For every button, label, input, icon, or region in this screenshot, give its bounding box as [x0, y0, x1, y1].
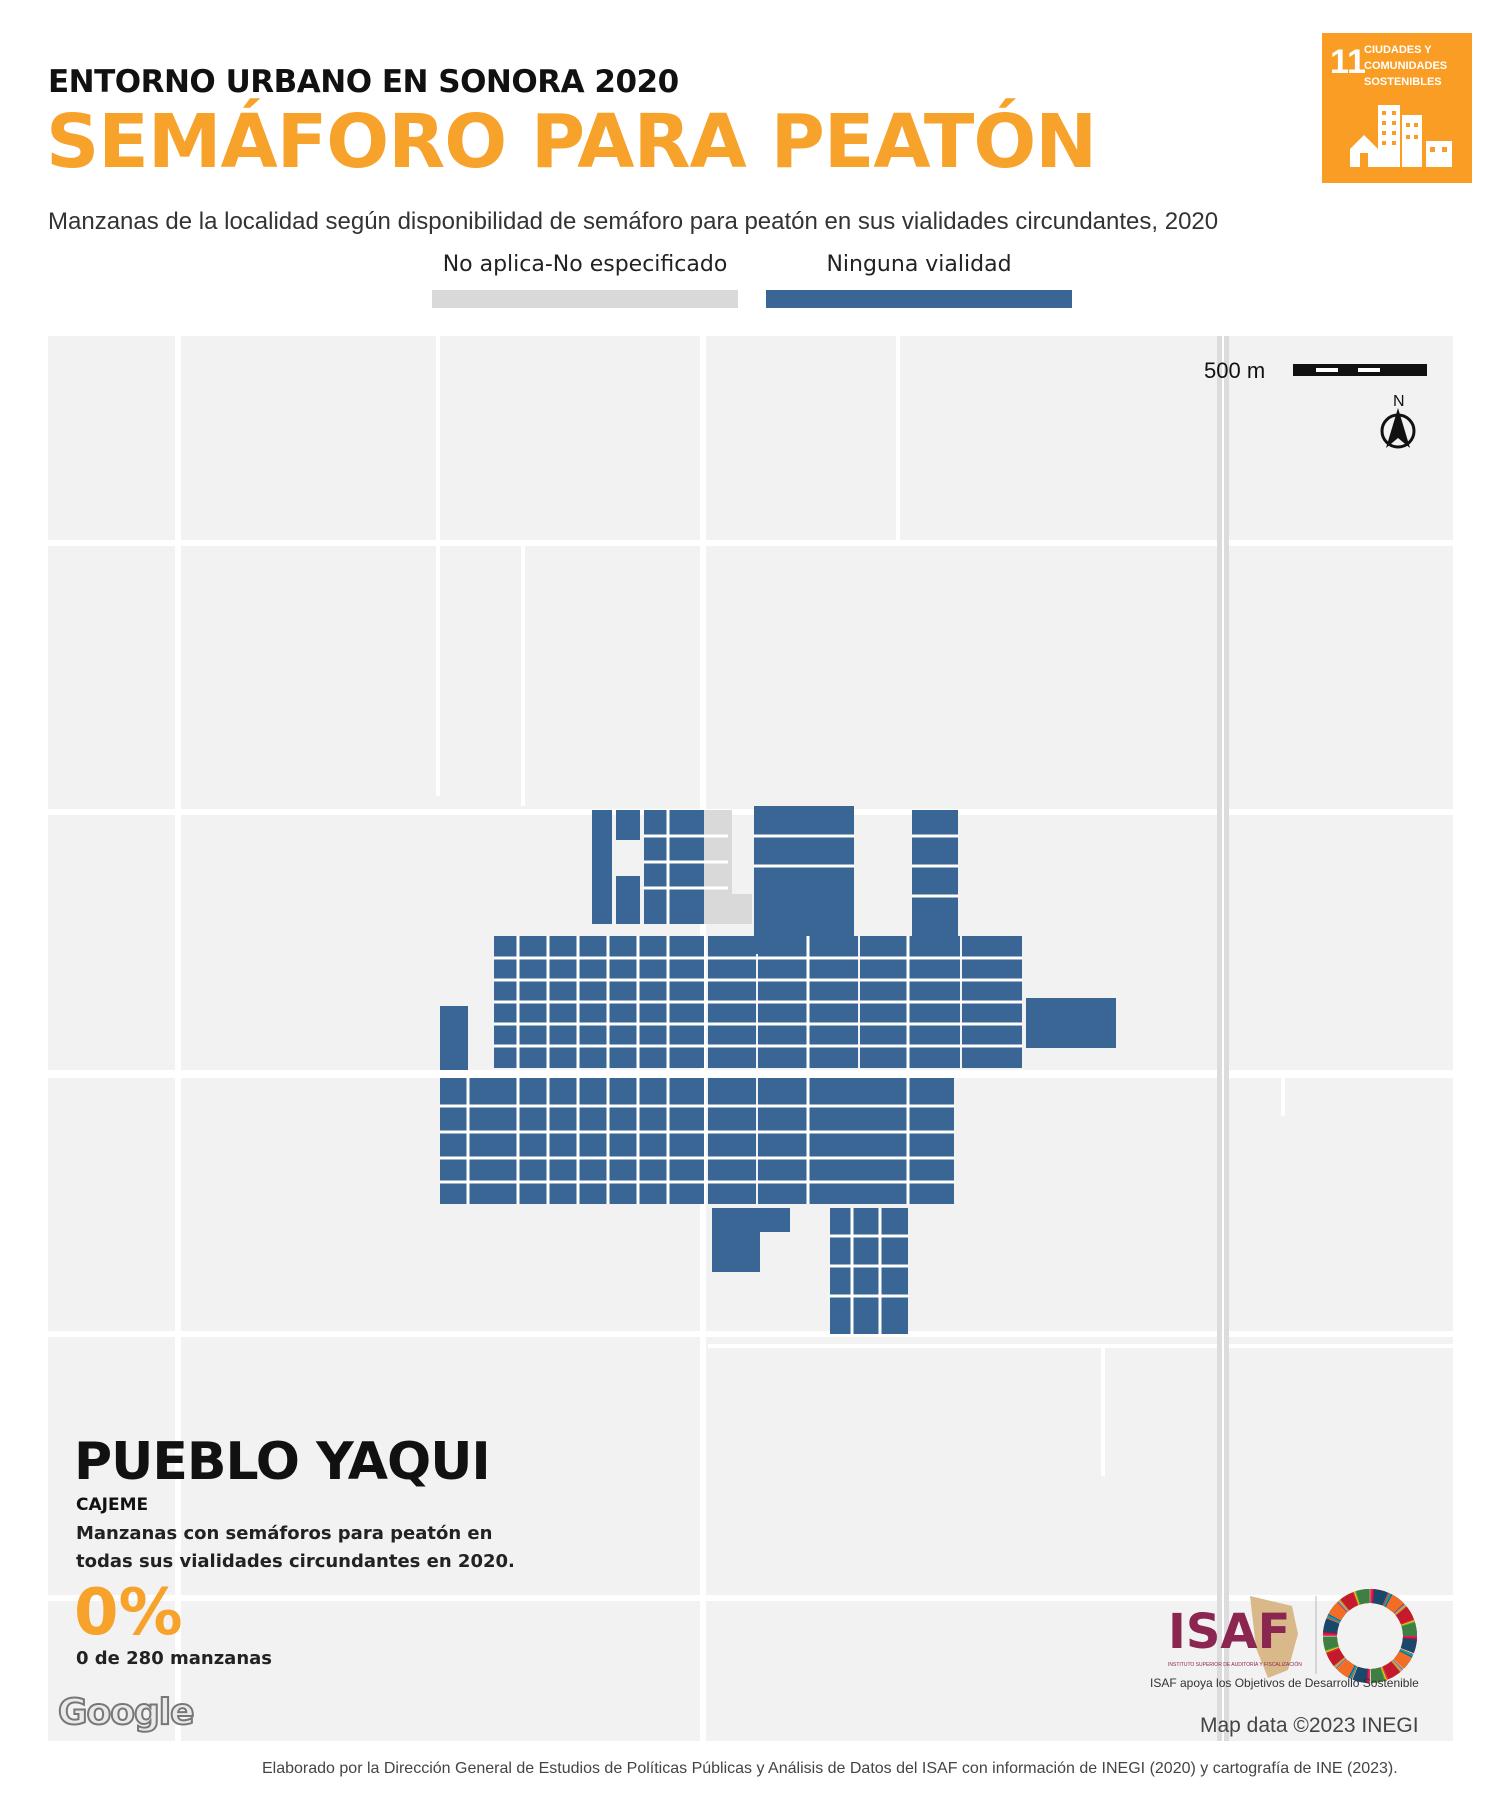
- sdg-text-2: COMUNIDADES: [1364, 60, 1447, 72]
- map-canvas[interactable]: N: [48, 336, 1453, 1741]
- locality-name: PUEBLO YAQUI: [74, 1432, 491, 1492]
- scale-label: 500 m: [1204, 358, 1266, 383]
- north-label: N: [1393, 393, 1405, 410]
- kicker-heading: ENTORNO URBANO EN SONORA 2020: [48, 64, 679, 100]
- count-text: 0 de 280 manzanas: [76, 1648, 273, 1669]
- isaf-subtitle: INSTITUTO SUPERIOR DE AUDITORÍA Y FISCAL…: [1168, 1661, 1302, 1668]
- isaf-wordmark: ISAF: [1168, 1604, 1290, 1660]
- map-attribution: Map data ©2023 INEGI: [1200, 1714, 1419, 1737]
- sdg-11-badge: 11 CIUDADES Y COMUNIDADES SOSTENIBLES: [1322, 33, 1472, 183]
- legend-swatch-na: [432, 290, 738, 308]
- sdg-text-1: CIUDADES Y: [1364, 44, 1432, 56]
- sdg-number: 11: [1330, 43, 1366, 81]
- block-grid: [440, 810, 1022, 1334]
- sdg-wheel-icon: [1323, 1589, 1417, 1683]
- footer-credit: Elaborado por la Dirección General de Es…: [262, 1760, 1398, 1777]
- legend-label-na: No aplica-No especificado: [442, 252, 728, 277]
- percent-value: 0%: [74, 1576, 183, 1650]
- isaf-logo: ISAF INSTITUTO SUPERIOR DE AUDITORÍA Y F…: [1160, 1586, 1440, 1696]
- legend-label-none: Ninguna vialidad: [826, 252, 1012, 277]
- scale-bar: [1293, 364, 1427, 376]
- isaf-caption: ISAF apoya los Objetivos de Desarrollo S…: [1150, 1676, 1419, 1690]
- google-logo: Google: [57, 1691, 196, 1734]
- north-arrow-icon: N: [1380, 393, 1416, 449]
- sdg-11-icon: 11 CIUDADES Y COMUNIDADES SOSTENIBLES: [1322, 33, 1472, 183]
- sdg-text-3: SOSTENIBLES: [1364, 76, 1442, 88]
- legend-swatch-none: [766, 290, 1072, 308]
- locality-description: Manzanas con semáforos para peatón en to…: [76, 1523, 515, 1572]
- page-title: SEMÁFORO PARA PEATÓN: [46, 99, 1097, 185]
- page-subtitle: Manzanas de la localidad según disponibi…: [48, 208, 1219, 235]
- municipio-name: CAJEME: [76, 1495, 149, 1515]
- map-area[interactable]: N: [48, 336, 1453, 1741]
